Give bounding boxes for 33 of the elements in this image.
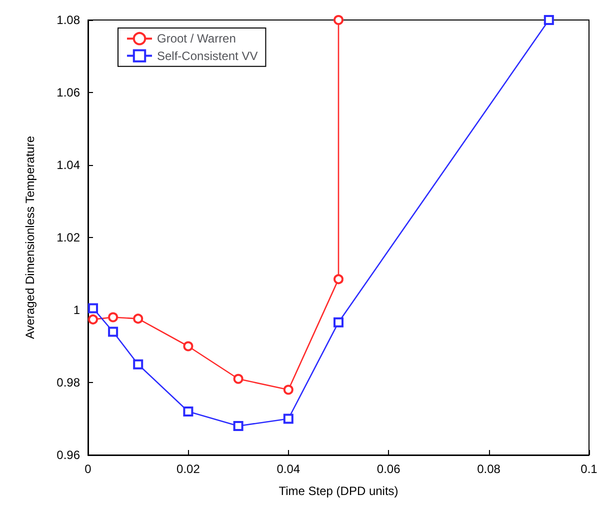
y-tick-label: 0.96 — [56, 448, 80, 462]
point — [88, 314, 98, 324]
point — [544, 15, 554, 25]
y-tick-label: 1.08 — [56, 13, 80, 27]
point — [233, 421, 244, 431]
point — [108, 326, 118, 337]
y-tick-label: 1.06 — [56, 86, 80, 100]
legend-label: Groot / Warren — [157, 32, 236, 46]
point — [334, 317, 344, 328]
point — [183, 341, 194, 352]
y-tick-label: 1.04 — [56, 158, 80, 172]
point — [283, 414, 294, 424]
x-tick-label: 0.02 — [176, 462, 200, 476]
point — [334, 15, 344, 25]
x-tick-label: 0.1 — [580, 462, 598, 476]
point — [283, 384, 294, 395]
point — [108, 312, 118, 322]
legend-label: Self-Consistent VV — [157, 48, 258, 63]
y-tick-label: 0.98 — [56, 376, 80, 390]
x-tick-label: 0.04 — [276, 462, 300, 476]
y-tick-label: 1.02 — [56, 230, 80, 244]
point — [334, 274, 344, 284]
y-axis-title: Averaged Dimensionless Temperature — [23, 136, 37, 339]
x-tick-label: 0.08 — [477, 462, 501, 476]
x-tick-label: 0.06 — [376, 462, 401, 476]
point — [183, 406, 194, 416]
y-tick-label: 1 — [73, 303, 80, 317]
point — [88, 303, 98, 314]
x-axis-title: Time Step (DPD units) — [278, 484, 398, 498]
point — [133, 314, 144, 324]
x-tick-label: 0 — [84, 462, 92, 476]
point — [233, 374, 244, 384]
point — [133, 359, 144, 370]
